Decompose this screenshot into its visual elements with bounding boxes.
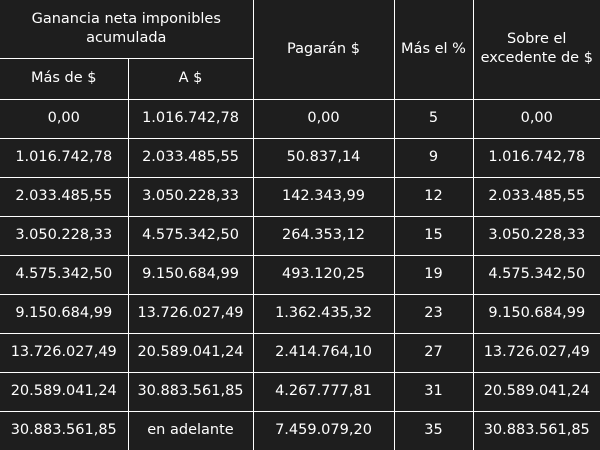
cell-a: 30.883.561,85 [127,371,254,412]
table-row: 9.150.684,99 13.726.027,49 1.362.435,32 23 9… [0,293,600,334]
header-ganancia-neta: Ganancia neta imponibles acumulada [0,0,254,59]
header-row-sub: Más de $ A $ [0,57,600,100]
cell-sobre-excedente: 20.589.041,24 [472,371,600,412]
cell-pagaran: 4.267.777,81 [252,371,395,412]
cell-pagaran: 493.120,25 [252,254,395,295]
cell-mas-el-pct: 23 [393,293,474,334]
cell-sobre-excedente: 3.050.228,33 [472,215,600,256]
cell-mas-el-pct: 19 [393,254,474,295]
header-pagaran: Pagarán $ [252,0,395,100]
cell-a: en adelante [127,410,254,450]
cell-a: 2.033.485,55 [127,137,254,178]
cell-mas-de: 30.883.561,85 [0,410,129,450]
cell-a: 13.726.027,49 [127,293,254,334]
cell-mas-de: 9.150.684,99 [0,293,129,334]
cell-mas-de: 13.726.027,49 [0,332,129,373]
cell-a: 3.050.228,33 [127,176,254,217]
cell-a: 20.589.041,24 [127,332,254,373]
table-row: 30.883.561,85 en adelante 7.459.079,20 35 30… [0,410,600,450]
table-row: 13.726.027,49 20.589.041,24 2.414.764,10 27… [0,332,600,373]
cell-mas-el-pct: 35 [393,410,474,450]
cell-mas-de: 1.016.742,78 [0,137,129,178]
cell-sobre-excedente: 13.726.027,49 [472,332,600,373]
table-row: 20.589.041,24 30.883.561,85 4.267.777,81 31… [0,371,600,412]
cell-sobre-excedente: 2.033.485,55 [472,176,600,217]
cell-mas-el-pct: 15 [393,215,474,256]
cell-a: 9.150.684,99 [127,254,254,295]
cell-mas-de: 0,00 [0,98,129,139]
header-a: A $ [127,57,254,100]
cell-sobre-excedente: 30.883.561,85 [472,410,600,450]
cell-sobre-excedente: 4.575.342,50 [472,254,600,295]
header-row-group: Ganancia neta imponibles acumulada Pagar… [0,0,600,100]
cell-pagaran: 264.353,12 [252,215,395,256]
cell-pagaran: 2.414.764,10 [252,332,395,373]
table-row: 3.050.228,33 4.575.342,50 264.353,12 15 3.05… [0,215,600,256]
table-body: 0,00 1.016.742,78 0,00 5 0,00 1.016.742,78 2.0… [0,98,600,450]
cell-mas-el-pct: 27 [393,332,474,373]
cell-pagaran: 0,00 [252,98,395,139]
cell-a: 1.016.742,78 [127,98,254,139]
table-header: Ganancia neta imponibles acumulada Pagar… [0,0,600,100]
header-mas-de: Más de $ [0,57,129,100]
cell-sobre-excedente: 1.016.742,78 [472,137,600,178]
cell-sobre-excedente: 9.150.684,99 [472,293,600,334]
table-row: 4.575.342,50 9.150.684,99 493.120,25 19 4.57… [0,254,600,295]
cell-mas-de: 20.589.041,24 [0,371,129,412]
table-row: 1.016.742,78 2.033.485,55 50.837,14 9 1.016.… [0,137,600,178]
cell-pagaran: 7.459.079,20 [252,410,395,450]
cell-mas-de: 2.033.485,55 [0,176,129,217]
cell-pagaran: 142.343,99 [252,176,395,217]
cell-sobre-excedente: 0,00 [472,98,600,139]
cell-pagaran: 50.837,14 [252,137,395,178]
header-sobre-excedente: Sobre el excedente de $ [472,0,600,100]
cell-mas-el-pct: 5 [393,98,474,139]
cell-mas-el-pct: 12 [393,176,474,217]
cell-pagaran: 1.362.435,32 [252,293,395,334]
cell-mas-el-pct: 31 [393,371,474,412]
table-row: 0,00 1.016.742,78 0,00 5 0,00 [0,98,600,139]
table-row: 2.033.485,55 3.050.228,33 142.343,99 12 2.03… [0,176,600,217]
cell-mas-de: 4.575.342,50 [0,254,129,295]
header-mas-el-pct: Más el % [393,0,474,100]
cell-a: 4.575.342,50 [127,215,254,256]
cell-mas-de: 3.050.228,33 [0,215,129,256]
cell-mas-el-pct: 9 [393,137,474,178]
